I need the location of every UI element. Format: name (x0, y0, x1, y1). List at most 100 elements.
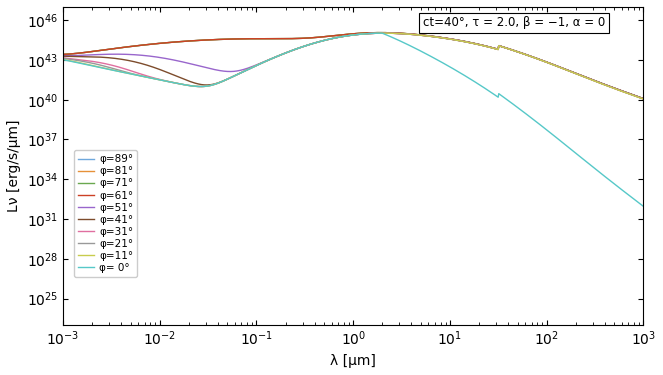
φ=81° (522, 53, 530, 57)
φ= 0° (378, 31, 386, 35)
φ=31° (315, 40, 323, 44)
φ=51° (118, 52, 126, 57)
φ=71° (118, 45, 126, 50)
φ=21° (315, 40, 323, 44)
φ=89° (522, 53, 530, 57)
φ=61° (315, 35, 323, 39)
φ=81° (458, 39, 466, 43)
φ=21° (640, 97, 648, 101)
Line: φ=21°: φ=21° (63, 33, 644, 99)
φ=11° (458, 39, 466, 44)
φ=71° (315, 35, 323, 39)
φ=31° (59, 56, 67, 60)
φ=41° (522, 53, 530, 57)
φ=71° (640, 96, 648, 101)
φ=11° (294, 46, 302, 51)
Line: φ=89°: φ=89° (63, 33, 644, 99)
φ=51° (294, 46, 302, 51)
φ=41° (512, 49, 520, 54)
Line: φ=71°: φ=71° (63, 33, 644, 99)
φ=21° (458, 39, 466, 44)
φ= 0° (458, 72, 466, 76)
φ= 0° (522, 112, 530, 117)
Legend: φ=89°, φ=81°, φ=71°, φ=61°, φ=51°, φ=41°, φ=31°, φ=21°, φ=11°, φ= 0°: φ=89°, φ=81°, φ=71°, φ=61°, φ=51°, φ=41°… (74, 150, 137, 277)
φ=41° (118, 57, 126, 62)
φ=61° (640, 96, 648, 101)
φ=21° (380, 31, 388, 35)
φ=11° (59, 57, 67, 62)
φ=89° (294, 36, 302, 41)
Line: φ=81°: φ=81° (63, 33, 644, 99)
φ= 0° (640, 204, 648, 209)
φ=81° (294, 36, 302, 41)
φ=89° (118, 45, 126, 50)
φ=11° (380, 31, 388, 35)
φ=51° (640, 96, 648, 101)
φ=21° (118, 69, 126, 73)
φ=89° (640, 96, 648, 101)
φ=61° (458, 39, 466, 43)
φ=71° (512, 49, 520, 54)
φ=89° (512, 49, 520, 54)
φ= 0° (118, 70, 126, 74)
φ=11° (522, 53, 530, 57)
φ=71° (294, 36, 302, 41)
φ=81° (512, 49, 520, 54)
φ=41° (59, 54, 67, 58)
φ=51° (512, 49, 520, 54)
φ=71° (522, 53, 530, 57)
φ=41° (458, 39, 466, 44)
φ=81° (376, 30, 384, 35)
φ=21° (522, 53, 530, 57)
Text: ct=40°, τ = 2.0, β = −1, α = 0: ct=40°, τ = 2.0, β = −1, α = 0 (423, 16, 605, 30)
φ=41° (315, 40, 323, 44)
φ=51° (522, 53, 530, 57)
φ=81° (59, 52, 67, 57)
φ= 0° (294, 46, 302, 51)
φ=31° (522, 53, 530, 57)
Line: φ=41°: φ=41° (63, 33, 644, 99)
Line: φ=31°: φ=31° (63, 33, 644, 99)
φ=71° (458, 39, 466, 43)
φ=71° (376, 30, 384, 35)
φ=31° (512, 49, 520, 54)
φ=21° (59, 56, 67, 60)
φ=11° (640, 97, 648, 101)
Line: φ=61°: φ=61° (63, 33, 644, 99)
φ=89° (376, 30, 384, 35)
φ=61° (522, 53, 530, 57)
φ=51° (458, 39, 466, 43)
φ=41° (640, 96, 648, 101)
φ=61° (376, 30, 384, 35)
φ=31° (458, 39, 466, 44)
φ=11° (315, 40, 323, 44)
φ=61° (118, 45, 126, 50)
φ= 0° (59, 57, 67, 62)
φ=81° (118, 45, 126, 50)
φ=21° (512, 49, 520, 54)
Line: φ=51°: φ=51° (63, 33, 644, 99)
φ=89° (458, 39, 466, 43)
φ= 0° (315, 40, 323, 44)
φ=89° (315, 35, 323, 39)
X-axis label: λ [μm]: λ [μm] (330, 354, 376, 368)
φ=51° (59, 53, 67, 58)
Line: φ=11°: φ=11° (63, 33, 644, 99)
φ=41° (294, 46, 302, 51)
φ=31° (640, 97, 648, 101)
φ=81° (640, 96, 648, 101)
φ=61° (512, 49, 520, 54)
φ=21° (294, 46, 302, 51)
φ=31° (380, 31, 388, 35)
φ=61° (59, 52, 67, 57)
φ=31° (294, 46, 302, 51)
φ=89° (59, 52, 67, 57)
φ=61° (294, 36, 302, 41)
φ=41° (380, 31, 388, 35)
φ=31° (118, 66, 126, 70)
φ=71° (59, 52, 67, 57)
φ=51° (315, 40, 323, 44)
φ= 0° (512, 104, 520, 109)
φ=81° (315, 35, 323, 39)
φ=11° (118, 70, 126, 74)
